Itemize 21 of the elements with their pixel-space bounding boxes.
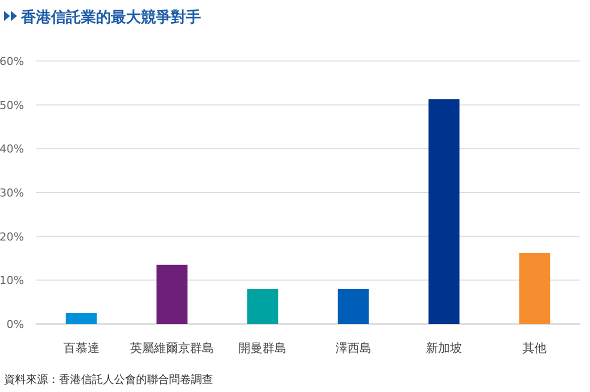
y-tick-label: 0% (6, 318, 24, 331)
y-tick-label: 40% (0, 142, 24, 156)
bar (338, 288, 369, 324)
x-tick-label: 開曼群島 (238, 341, 287, 355)
bar (247, 288, 278, 324)
y-tick-label: 60% (0, 55, 24, 68)
y-tick-label: 50% (0, 98, 24, 112)
source-note: 資料來源：香港信託人公會的聯合問卷調查 (4, 373, 213, 386)
bar (519, 252, 550, 324)
bar (66, 313, 97, 324)
x-tick-label: 其他 (522, 341, 547, 355)
chart-title: 香港信託業的最大競爭對手 (20, 8, 201, 26)
y-tick-label: 20% (0, 230, 24, 244)
x-tick-label: 新加坡 (426, 341, 462, 355)
x-tick-label: 英屬維爾京群島 (130, 341, 214, 355)
x-tick-label: 澤西島 (335, 341, 372, 355)
bar (428, 99, 460, 324)
bar (156, 264, 188, 324)
x-tick-label: 百慕達 (63, 341, 100, 355)
y-tick-label: 10% (0, 274, 24, 288)
y-tick-label: 30% (0, 186, 24, 200)
